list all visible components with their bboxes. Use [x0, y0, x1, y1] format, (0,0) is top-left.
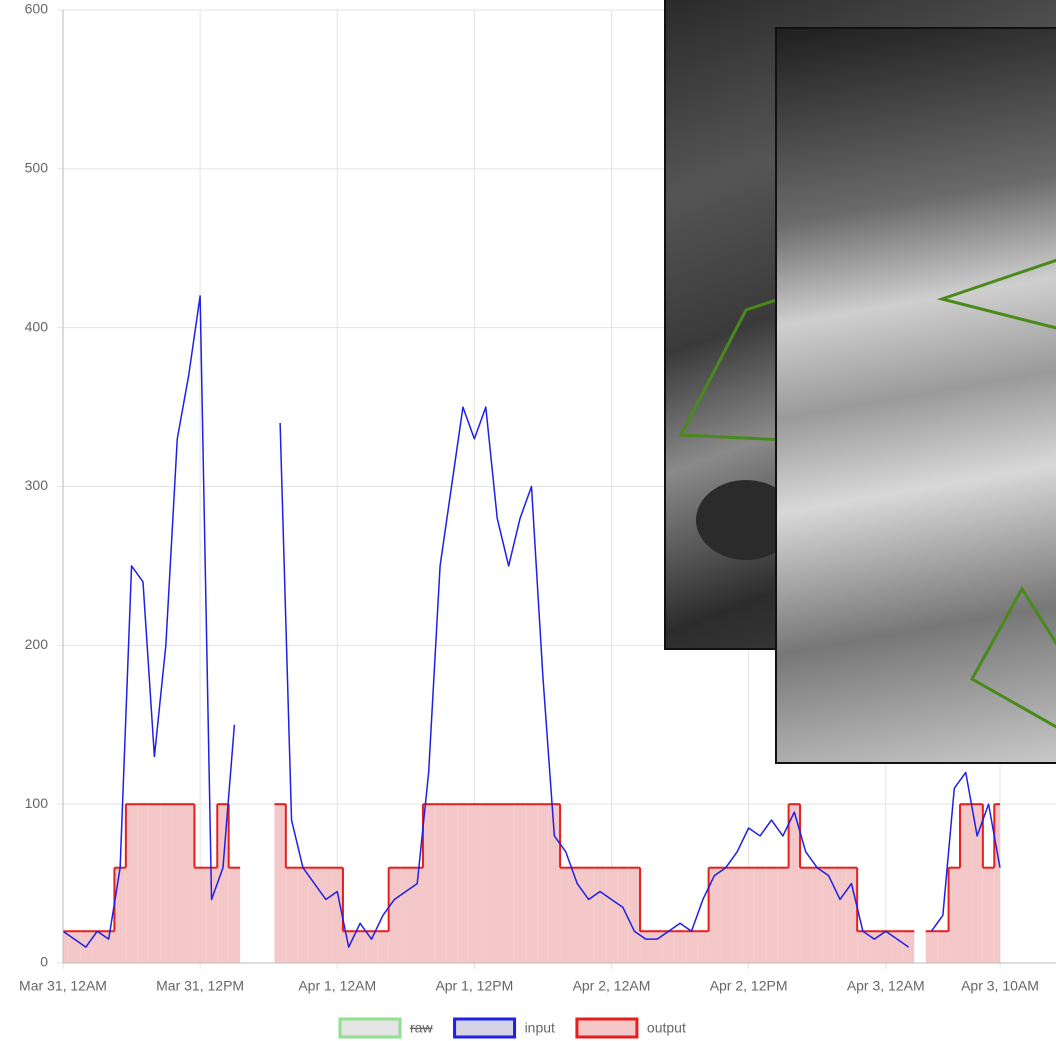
- output-area: [503, 804, 514, 963]
- output-area: [834, 868, 845, 963]
- output-area: [663, 931, 674, 963]
- legend-swatch: [340, 1019, 400, 1037]
- legend-swatch: [455, 1019, 515, 1037]
- output-area: [709, 868, 720, 963]
- output-area: [320, 868, 331, 963]
- output-area: [731, 868, 742, 963]
- x-tick-label: Apr 1, 12PM: [435, 978, 513, 994]
- x-tick-label: Apr 3, 12AM: [847, 978, 925, 994]
- output-area: [137, 804, 148, 963]
- output-area: [880, 931, 891, 963]
- y-tick-label: 200: [25, 636, 49, 652]
- photo-overlay: [777, 29, 1056, 764]
- output-area: [423, 804, 434, 963]
- output-area: [560, 868, 571, 963]
- output-area: [983, 868, 994, 963]
- output-area: [926, 931, 937, 963]
- output-area: [606, 868, 617, 963]
- output-area: [960, 804, 971, 963]
- legend-swatch: [577, 1019, 637, 1037]
- output-area: [457, 804, 468, 963]
- output-area: [537, 804, 548, 963]
- y-tick-label: 400: [25, 318, 49, 334]
- output-area: [629, 868, 640, 963]
- output-area: [937, 931, 948, 963]
- y-tick-label: 0: [40, 954, 48, 970]
- output-area: [446, 804, 457, 963]
- output-area: [274, 804, 285, 963]
- output-area: [846, 868, 857, 963]
- output-area: [514, 804, 525, 963]
- output-area: [697, 931, 708, 963]
- output-area: [297, 868, 308, 963]
- output-area: [971, 804, 982, 963]
- output-area: [469, 804, 480, 963]
- output-area: [949, 868, 960, 963]
- camera-photo-front: [775, 27, 1056, 764]
- x-tick-label: Apr 2, 12AM: [573, 978, 651, 994]
- y-tick-label: 500: [25, 160, 49, 176]
- output-area: [480, 804, 491, 963]
- output-area: [686, 931, 697, 963]
- output-area: [332, 868, 343, 963]
- legend-item[interactable]: input: [455, 1019, 555, 1037]
- legend-label: input: [525, 1020, 555, 1036]
- zone-marker: [681, 300, 786, 440]
- output-area: [674, 931, 685, 963]
- output-area: [434, 804, 445, 963]
- output-area: [754, 868, 765, 963]
- output-area: [743, 868, 754, 963]
- output-area: [777, 868, 788, 963]
- output-area: [823, 868, 834, 963]
- output-area: [366, 931, 377, 963]
- output-area: [389, 868, 400, 963]
- output-area: [114, 868, 125, 963]
- y-tick-label: 600: [25, 1, 49, 17]
- output-area: [766, 868, 777, 963]
- output-area: [400, 868, 411, 963]
- legend-label: output: [647, 1020, 686, 1036]
- x-tick-label: Mar 31, 12PM: [156, 978, 244, 994]
- output-area: [229, 868, 240, 963]
- legend-item[interactable]: output: [577, 1019, 686, 1037]
- x-tick-label: Mar 31, 12AM: [19, 978, 107, 994]
- output-area: [286, 868, 297, 963]
- output-area: [811, 868, 822, 963]
- output-area: [172, 804, 183, 963]
- x-tick-label: Apr 3, 10AM: [961, 978, 1039, 994]
- x-tick-label: Apr 1, 12AM: [298, 978, 376, 994]
- output-area: [217, 804, 228, 963]
- output-area: [63, 931, 69, 963]
- zone-marker: [972, 589, 1056, 729]
- output-area: [149, 804, 160, 963]
- output-area: [183, 804, 194, 963]
- output-area: [194, 868, 205, 963]
- output-area: [800, 868, 811, 963]
- page: 0 100 200 300 400 500 600 Mar 31, 12AM Mar 31, 1…: [0, 0, 1056, 1041]
- output-area: [526, 804, 537, 963]
- output-area: [160, 804, 171, 963]
- legend-label: raw: [410, 1020, 433, 1036]
- y-tick-label: 100: [25, 795, 49, 811]
- output-area: [492, 804, 503, 963]
- output-area: [720, 868, 731, 963]
- output-area: [354, 931, 365, 963]
- output-area: [377, 931, 388, 963]
- output-area: [857, 931, 868, 963]
- output-area: [309, 868, 320, 963]
- legend-item[interactable]: raw: [340, 1019, 433, 1037]
- output-area: [583, 868, 594, 963]
- zone-marker: [942, 259, 1056, 329]
- output-area: [594, 868, 605, 963]
- y-tick-label: 300: [25, 477, 49, 493]
- output-area: [126, 804, 137, 963]
- x-tick-label: Apr 2, 12PM: [710, 978, 788, 994]
